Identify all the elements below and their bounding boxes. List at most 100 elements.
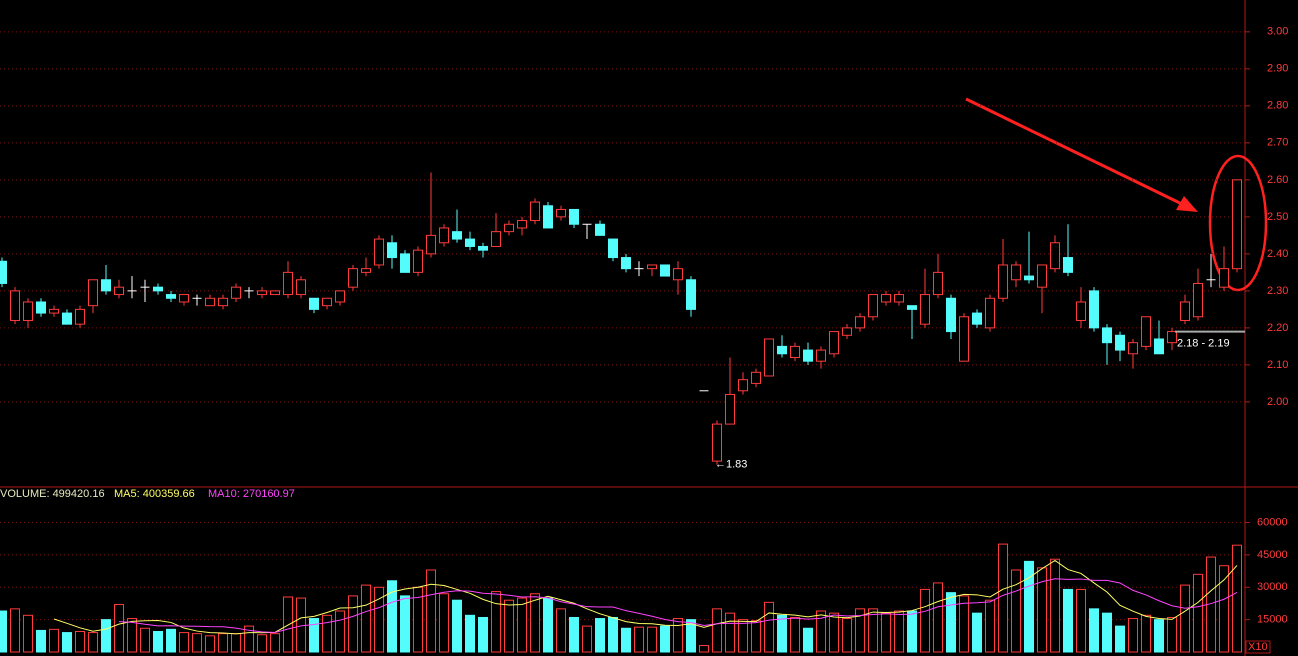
volume-bar — [608, 616, 618, 653]
candle-body — [933, 271, 943, 296]
volume-bar — [998, 543, 1008, 653]
volume-bar — [530, 593, 540, 653]
volume-bar — [868, 608, 878, 653]
volume-bar — [218, 633, 228, 653]
volume-bar — [465, 614, 475, 653]
candle-body — [1167, 331, 1177, 344]
candle-body — [1141, 316, 1151, 347]
candle-body — [114, 286, 124, 296]
volume-bar — [634, 626, 644, 653]
y-tick-label: 2.30 — [1267, 285, 1288, 297]
volume-bar — [114, 604, 124, 653]
candle-body — [153, 286, 163, 292]
volume-bar — [1219, 565, 1229, 653]
volume-bar — [946, 592, 956, 653]
candle-body — [10, 290, 20, 321]
candle-body — [491, 231, 501, 247]
volume-bar — [88, 632, 98, 653]
volume-bar — [673, 618, 683, 653]
y-tick-label: 2.50 — [1267, 211, 1288, 223]
volume-tick-label: 45000 — [1257, 549, 1288, 561]
candle-body — [1089, 290, 1099, 329]
scale-label: X10 — [1248, 641, 1268, 653]
candle-body — [400, 253, 410, 273]
candle-body — [179, 294, 189, 303]
volume-bar — [725, 612, 735, 653]
annotation-label: ←1.83 — [715, 459, 747, 471]
volume-bar — [400, 595, 410, 653]
volume-bar — [920, 588, 930, 653]
volume-bar — [699, 645, 709, 653]
volume-bar — [36, 629, 46, 653]
candle-body — [595, 223, 605, 236]
volume-bar — [1232, 544, 1242, 653]
candle-body — [543, 205, 553, 229]
candle-body — [439, 227, 449, 244]
candle-body — [322, 297, 332, 307]
y-tick-label: 2.40 — [1267, 248, 1288, 260]
volume-bar — [101, 619, 111, 653]
volume-bar — [504, 599, 514, 653]
candle-body — [361, 268, 371, 273]
volume-bar — [1050, 558, 1060, 653]
volume-bar — [1037, 567, 1047, 653]
candle-body — [569, 208, 579, 225]
candle-body — [1154, 338, 1164, 355]
candle-body — [309, 297, 319, 310]
candle-body — [1115, 334, 1125, 351]
candle-body — [478, 245, 488, 251]
volume-bar — [140, 627, 150, 653]
candle-body — [413, 249, 423, 273]
candle-body — [803, 349, 813, 362]
y-tick-label: 2.90 — [1267, 63, 1288, 75]
candle-body — [296, 279, 306, 296]
candle-body — [660, 264, 670, 277]
volume-bar — [439, 593, 449, 653]
volume-bar — [1024, 560, 1034, 653]
volume-bar — [569, 616, 579, 653]
y-tick-label: 2.10 — [1267, 359, 1288, 371]
candle-body — [374, 238, 384, 266]
volume-bar — [478, 616, 488, 653]
candle-body — [673, 268, 683, 281]
volume-bar — [1154, 619, 1164, 653]
volume-bar — [764, 601, 774, 653]
candle-body — [517, 220, 527, 229]
volume-bar — [127, 618, 137, 653]
scale-box — [1245, 640, 1271, 654]
candle-body — [101, 279, 111, 292]
candle-body — [1219, 268, 1229, 288]
candle-body — [1063, 257, 1073, 273]
volume-bar — [1115, 625, 1125, 653]
candle-body — [283, 271, 293, 296]
volume-bar — [647, 626, 657, 653]
candle-body — [725, 393, 735, 425]
candle-body — [1232, 179, 1242, 270]
candle-body — [816, 349, 826, 362]
volume-bar — [582, 625, 592, 653]
candle-body — [23, 301, 33, 321]
annotation-arrow — [965, 97, 1198, 212]
candle-body — [946, 297, 956, 333]
volume-bar — [959, 595, 969, 653]
candle-body — [1180, 301, 1190, 321]
y-tick-label: 3.00 — [1267, 26, 1288, 38]
volume-bar — [348, 595, 358, 653]
candle-body — [270, 290, 280, 296]
volume-bar — [972, 612, 982, 653]
volume-bar — [829, 612, 839, 653]
volume-bar — [1180, 584, 1190, 653]
volume-bar — [751, 620, 761, 653]
candle-body — [452, 231, 462, 240]
volume-bar — [1076, 588, 1086, 653]
annotation-circle — [1208, 154, 1268, 292]
volume-bar — [309, 618, 319, 653]
candle-body — [894, 294, 904, 303]
volume-bar — [0, 610, 7, 653]
y-tick-label: 2.00 — [1267, 396, 1288, 408]
candle-body — [1037, 264, 1047, 288]
ma5-label: MA5: 400359.66 — [114, 488, 195, 500]
volume-bar — [595, 618, 605, 653]
candle-body — [1076, 301, 1086, 321]
candle-body — [608, 238, 618, 259]
